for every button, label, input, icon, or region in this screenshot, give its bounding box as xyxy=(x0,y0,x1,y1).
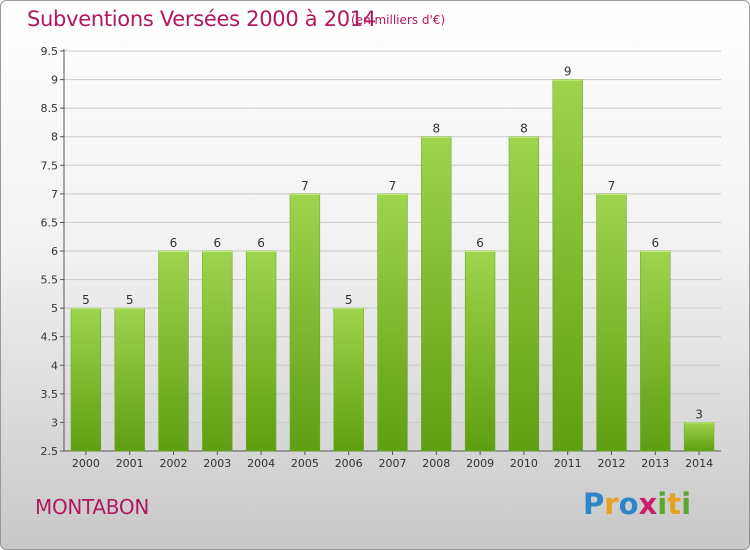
value-label-2010: 8 xyxy=(520,122,528,136)
x-tick-label-2010: 2010 xyxy=(510,457,538,470)
x-tick-label-2009: 2009 xyxy=(466,457,494,470)
bar-2011 xyxy=(553,80,583,451)
y-tick-label: 9 xyxy=(51,74,58,87)
y-tick-label: 7 xyxy=(51,188,58,201)
x-tick-label-2001: 2001 xyxy=(116,457,144,470)
bar-2010 xyxy=(509,137,539,451)
bar-2007 xyxy=(378,194,408,451)
logo-letter: i xyxy=(681,487,691,521)
value-label-2004: 6 xyxy=(257,236,265,250)
x-tick-label-2003: 2003 xyxy=(203,457,231,470)
bar-2001 xyxy=(115,308,145,451)
y-tick-label: 4.5 xyxy=(41,331,59,344)
y-tick-label: 4 xyxy=(51,359,58,372)
x-tick-label-2002: 2002 xyxy=(160,457,188,470)
value-label-2008: 8 xyxy=(432,122,440,136)
x-tick-label-2012: 2012 xyxy=(598,457,626,470)
bar-2004 xyxy=(246,251,276,451)
value-label-2005: 7 xyxy=(301,179,309,193)
value-label-2009: 6 xyxy=(476,236,484,250)
value-label-2003: 6 xyxy=(213,236,221,250)
value-label-2001: 5 xyxy=(126,293,134,307)
y-tick-label: 2.5 xyxy=(41,445,59,458)
y-tick-label: 3 xyxy=(51,416,58,429)
logo-letter: P xyxy=(583,487,604,521)
y-tick-label: 8.5 xyxy=(41,102,59,115)
value-label-2014: 3 xyxy=(695,407,703,421)
y-tick-label: 3.5 xyxy=(41,388,59,401)
y-tick-label: 9.5 xyxy=(41,45,59,58)
y-tick-label: 6 xyxy=(51,245,58,258)
bar-2003 xyxy=(202,251,232,451)
bar-2014 xyxy=(684,422,714,451)
value-label-2006: 5 xyxy=(345,293,353,307)
bar-2013 xyxy=(640,251,670,451)
x-tick-label-2004: 2004 xyxy=(247,457,275,470)
value-label-2011: 9 xyxy=(564,65,572,79)
logo-letter: i xyxy=(657,487,667,521)
bars xyxy=(71,80,714,451)
y-tick-label: 7.5 xyxy=(41,159,59,172)
logo-letter: x xyxy=(639,487,658,521)
y-tick-label: 5 xyxy=(51,302,58,315)
x-tick-label-2008: 2008 xyxy=(422,457,450,470)
x-tick-label-2007: 2007 xyxy=(379,457,407,470)
x-tick-label-2013: 2013 xyxy=(641,457,669,470)
bar-2002 xyxy=(159,251,189,451)
logo-letter: o xyxy=(619,487,639,521)
value-label-2013: 6 xyxy=(651,236,659,250)
bar-2012 xyxy=(597,194,627,451)
x-tick-label-2011: 2011 xyxy=(554,457,582,470)
value-label-2007: 7 xyxy=(389,179,397,193)
bar-2000 xyxy=(71,308,101,451)
x-tick-label-2000: 2000 xyxy=(72,457,100,470)
commune-name: MONTABON xyxy=(35,495,149,519)
y-tick-label: 5.5 xyxy=(41,274,59,287)
bar-2005 xyxy=(290,194,320,451)
y-tick-label: 6.5 xyxy=(41,216,59,229)
x-tick-label-2006: 2006 xyxy=(335,457,363,470)
x-tick-label-2005: 2005 xyxy=(291,457,319,470)
y-tick-label: 8 xyxy=(51,131,58,144)
bar-2006 xyxy=(334,308,364,451)
proxiti-logo[interactable]: Proxiti xyxy=(583,487,691,521)
logo-letter: r xyxy=(604,487,618,521)
logo-letter: t xyxy=(667,487,681,521)
bar-2009 xyxy=(465,251,495,451)
x-tick-label-2014: 2014 xyxy=(685,457,713,470)
value-label-2000: 5 xyxy=(82,293,90,307)
value-label-2002: 6 xyxy=(170,236,178,250)
value-label-2012: 7 xyxy=(608,179,616,193)
bar-2008 xyxy=(421,137,451,451)
